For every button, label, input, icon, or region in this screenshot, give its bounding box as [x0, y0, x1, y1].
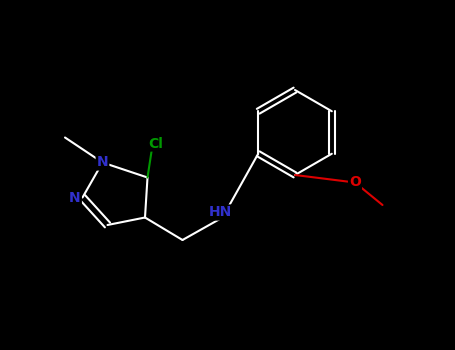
Text: O: O [349, 175, 361, 189]
Text: HN: HN [208, 205, 232, 219]
Text: Cl: Cl [149, 136, 163, 150]
Text: N: N [69, 190, 81, 204]
Text: N: N [96, 155, 108, 169]
